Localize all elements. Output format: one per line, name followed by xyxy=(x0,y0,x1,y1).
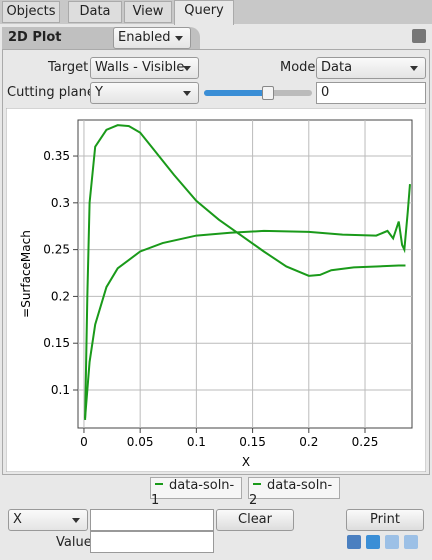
label: Mode xyxy=(280,60,316,75)
panel-title: 2D Plot xyxy=(8,30,62,45)
plane-input[interactable]: 0 xyxy=(316,82,426,104)
label: Value xyxy=(56,535,92,550)
chart-frame xyxy=(6,108,426,472)
slider-handle[interactable] xyxy=(262,86,274,100)
y-tick-label: 0.1 xyxy=(51,383,70,397)
x-tick-label: 0.05 xyxy=(127,435,154,449)
enabled-combo[interactable]: Enabled xyxy=(113,27,191,49)
up-icon[interactable] xyxy=(385,535,399,549)
series-line xyxy=(84,124,406,420)
axis-combo[interactable]: X xyxy=(8,509,88,531)
panel-frame xyxy=(2,49,430,475)
zoom-in-icon[interactable] xyxy=(366,535,380,549)
label: Cutting plane xyxy=(7,85,95,100)
value-input[interactable] xyxy=(90,531,214,553)
y-tick-label: 0.3 xyxy=(51,196,70,210)
tab[interactable]: Objects xyxy=(2,1,60,23)
y-tick-label: 0.35 xyxy=(43,149,70,163)
y-tick-label: 0.15 xyxy=(43,336,70,350)
legend-label: data-soln-2 xyxy=(249,478,333,508)
down-icon[interactable] xyxy=(404,535,418,549)
tab[interactable]: View xyxy=(124,1,172,23)
y-tick-label: 0.2 xyxy=(51,289,70,303)
chart: X =SurfaceMach 0 0.05 0.1 0.15 0.2 0.25 0.1 0.1… xyxy=(6,108,426,472)
legend-swatch xyxy=(155,483,163,485)
mode-combo[interactable]: Data xyxy=(316,57,426,79)
plane-combo[interactable]: Y xyxy=(90,82,199,104)
label: Target xyxy=(48,60,89,75)
probe-input[interactable] xyxy=(90,509,214,531)
x-tick-label: 0.2 xyxy=(299,435,318,449)
legend-item[interactable]: data-soln-1 xyxy=(150,477,242,508)
x-tick-label: 0 xyxy=(80,435,88,449)
target-combo[interactable]: Walls - Visible xyxy=(90,57,199,79)
legend-label: data-soln-1 xyxy=(151,478,235,508)
x-axis-label: X xyxy=(242,455,250,469)
tab-active[interactable]: Query xyxy=(174,0,234,25)
cube-icon[interactable] xyxy=(412,29,426,43)
legend-swatch xyxy=(253,483,261,485)
x-tick-label: 0.15 xyxy=(239,435,266,449)
tab[interactable]: Data xyxy=(68,1,122,23)
y-tick-label: 0.25 xyxy=(43,243,70,257)
series-line xyxy=(84,184,411,419)
slider-track xyxy=(204,90,312,96)
x-tick-label: 0.25 xyxy=(352,435,379,449)
legend-item[interactable]: data-soln-2 xyxy=(248,477,340,508)
zoom-out-icon[interactable] xyxy=(347,535,361,549)
y-axis-label: =SurfaceMach xyxy=(19,230,33,318)
clear-button[interactable]: Clear xyxy=(216,509,294,531)
x-tick-label: 0.1 xyxy=(187,435,206,449)
print-button[interactable]: Print xyxy=(346,509,424,531)
plot-area xyxy=(77,119,413,429)
